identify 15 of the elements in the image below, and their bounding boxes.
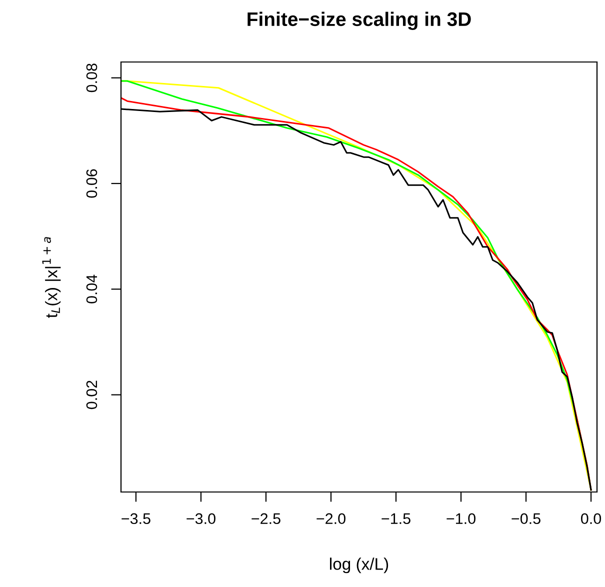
y-tick-label: 0.06 [86, 169, 98, 198]
x-axis-title: log (x/L) [330, 558, 388, 574]
y-tick-label: 0.02 [86, 380, 98, 410]
chart-title: Finite−size scaling in 3D [248, 12, 471, 30]
x-tick-label: −1.0 [446, 513, 476, 524]
y-tick-label: 0.08 [86, 64, 98, 92]
x-tick-label: −2.0 [316, 513, 346, 524]
x-tick-label: −1.5 [382, 513, 410, 524]
x-tick-label: −2.5 [252, 513, 280, 524]
y-tick-label: 0.04 [86, 274, 98, 304]
x-tick-label: −0.5 [512, 513, 540, 524]
x-tick-label: 0.0 [581, 513, 602, 524]
x-tick-label: −3.0 [186, 513, 216, 524]
x-tick-label: −3.5 [122, 513, 150, 524]
y-axis-title: t$_{L}$(x) |x|$^{1+a}$ [42, 237, 61, 318]
